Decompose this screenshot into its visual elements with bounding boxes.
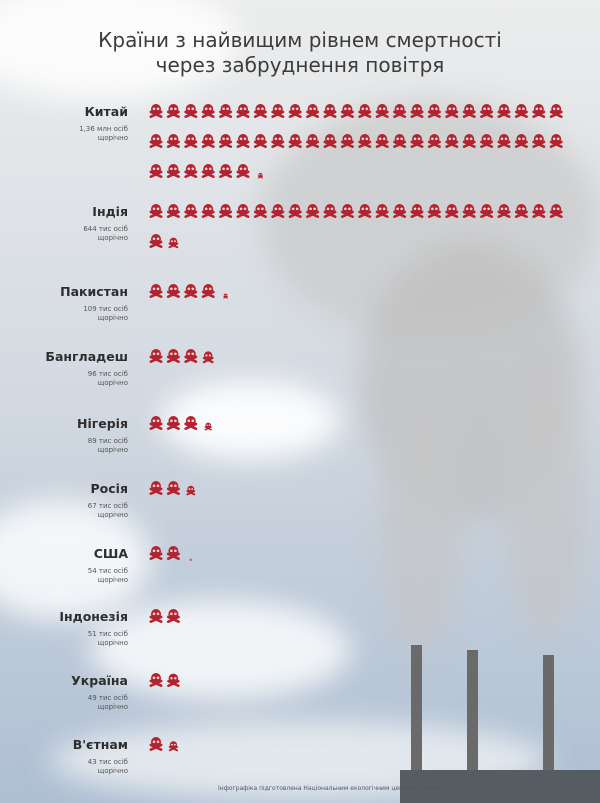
value-label: 96 тис осіб щорічно [0,370,128,388]
infographic: Країни з найвищим рівнем смертності чере… [0,0,600,803]
category-label: Індія [0,204,128,219]
chart-title: Країни з найвищим рівнем смертності чере… [0,28,600,78]
category-label: В'єтнам [0,737,128,752]
category-label: Індонезія [0,609,128,624]
value-label: 54 тис осіб щорічно [0,567,128,585]
value-label: 89 тис осіб щорічно [0,437,128,455]
category-label: Росія [0,481,128,496]
value-label: 49 тис осіб щорічно [0,694,128,712]
category-label: Китай [0,104,128,119]
category-label: Бангладеш [0,349,128,364]
source-note: Інфографіка підготовлена Національним ек… [218,785,445,792]
category-label: Україна [0,673,128,688]
value-label: 51 тис осіб щорічно [0,630,128,648]
value-label: 43 тис осіб щорічно [0,758,128,776]
value-label: 644 тис осіб щорічно [0,225,128,243]
value-label: 1,36 млн осіб щорічно [0,125,128,143]
category-label: США [0,546,128,561]
value-label: 109 тис осіб щорічно [0,305,128,323]
value-label: 67 тис осіб щорічно [0,502,128,520]
category-label: Нігерія [0,416,128,431]
category-label: Пакистан [0,284,128,299]
